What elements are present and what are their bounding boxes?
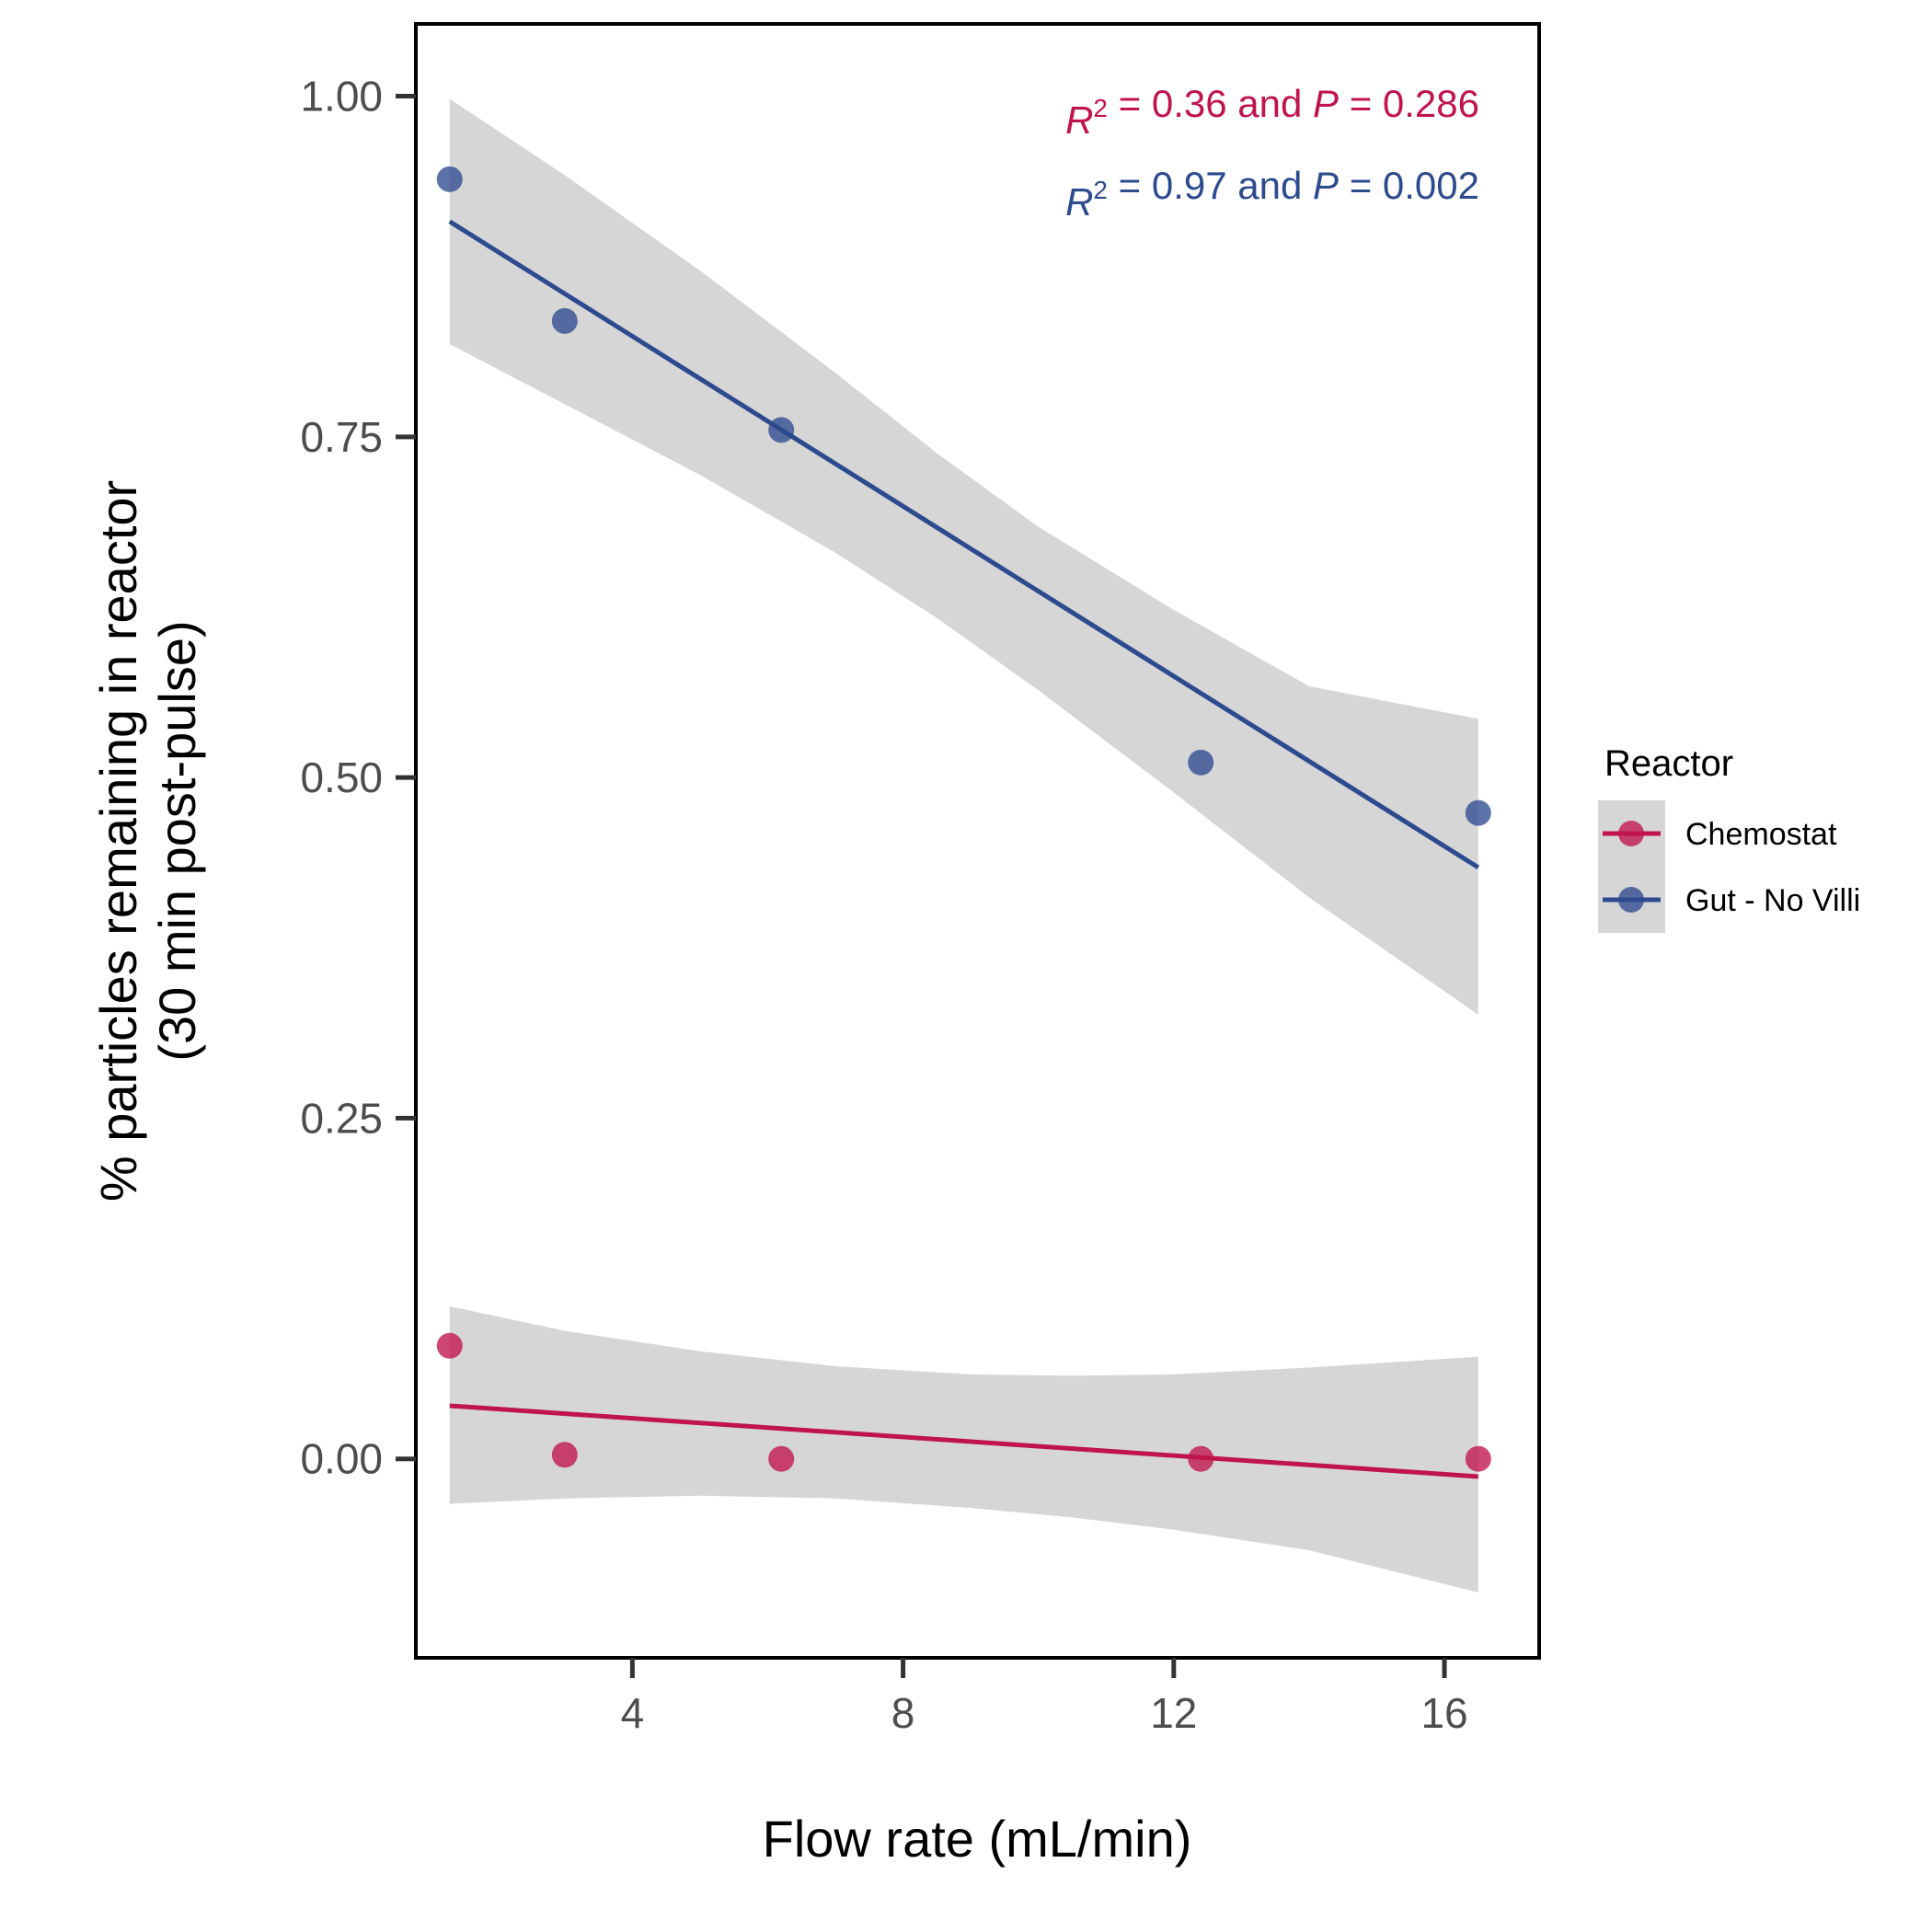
gut-no-villi-fit-line [448,219,1480,870]
chemostat-fit-line [449,1403,1478,1479]
gut-no-villi-point-4 [1188,749,1214,776]
confidence-bands [449,98,1478,1593]
fit-lines [448,219,1480,1479]
plot-panel-border [414,22,1541,1660]
y-tick-label: 0.25 [300,1094,383,1142]
chemostat-point-3 [768,1445,795,1472]
y-tick-label: 1.00 [300,73,383,121]
y-tick-label: 0.50 [300,753,383,801]
x-tick-label: 8 [891,1689,915,1737]
chemostat-ci-band [449,1305,1478,1593]
legend-title: Reactor [1604,743,1733,784]
x-axis-title: Flow rate (mL/min) [763,1810,1192,1868]
y-tick-label: 0.00 [300,1435,383,1483]
chemostat-point-1 [436,1332,463,1359]
y-axis-title-line1: % particles remaining in reactor [89,480,147,1202]
y-axis-title-line2: (30 min post-pulse) [148,620,206,1061]
x-tick-label: 12 [1150,1689,1197,1737]
regression-annotation-2: R2 = 0.97 and P = 0.002 [1065,164,1479,224]
regression-annotation-1: R2 = 0.36 and P = 0.286 [1065,82,1479,142]
chemostat-point-5 [1465,1445,1491,1472]
gut-no-villi-point-5 [1465,799,1491,826]
gut-no-villi-point-2 [551,307,578,334]
gut-no-villi-ci-band [449,98,1478,1015]
x-axis: 4 8 12 16 [621,1658,1468,1737]
gut-no-villi-point-3 [768,417,795,443]
regression-annotations: R2 = 0.36 and P = 0.286 R2 = 0.97 and P =… [1065,82,1479,224]
legend-key-point [1618,821,1644,846]
x-tick-label: 4 [621,1689,645,1737]
legend: Reactor Chemostat Gut - No Villi [1598,743,1860,933]
x-tick-label: 16 [1420,1689,1467,1737]
data-points [436,166,1491,1472]
gut-no-villi-point-1 [436,166,463,192]
y-tick-label: 0.75 [300,413,383,461]
legend-label-chemostat: Chemostat [1685,817,1837,852]
y-axis: 0.00 0.25 0.50 0.75 1.00 [300,73,416,1483]
chemostat-point-2 [551,1442,578,1468]
legend-label-gut-no-villi: Gut - No Villi [1685,883,1860,918]
chemostat-point-4 [1188,1445,1214,1472]
legend-key-point [1618,887,1644,913]
